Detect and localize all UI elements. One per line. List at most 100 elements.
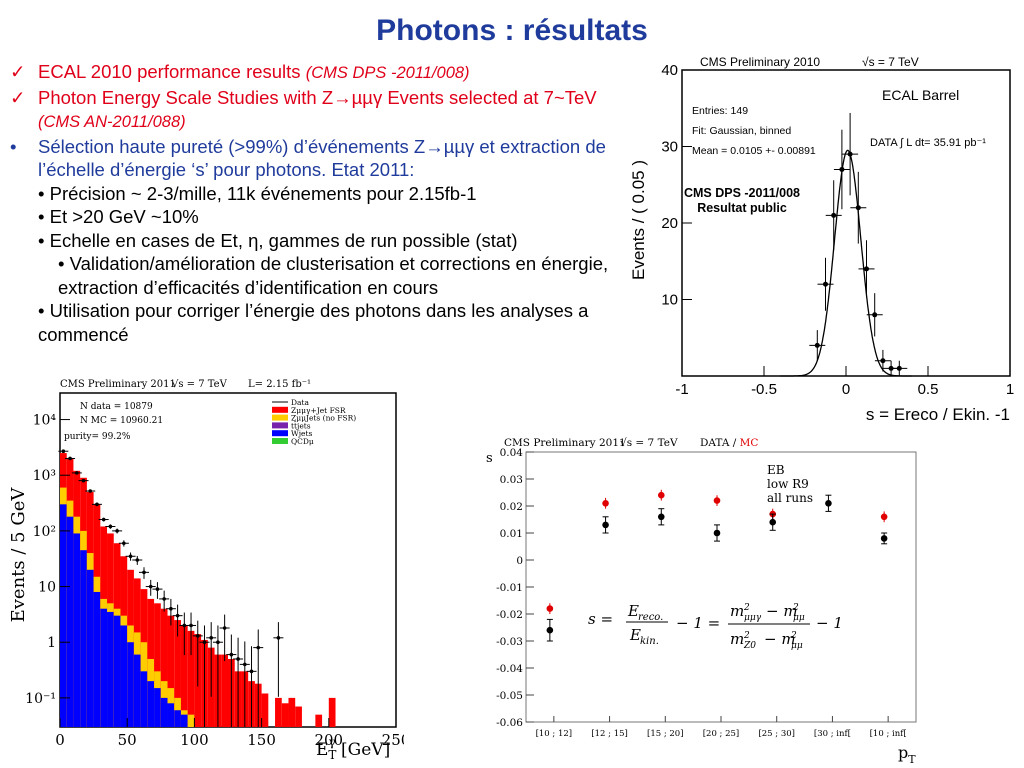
x-tick-label: [25 ; 30] bbox=[758, 729, 795, 739]
x-tick-label: 50 bbox=[118, 731, 137, 749]
mc-point bbox=[880, 513, 888, 521]
data-point bbox=[276, 636, 281, 640]
bullet-ecal: ✓ ECAL 2010 performance results (CMS DPS… bbox=[8, 60, 616, 86]
data-point bbox=[128, 554, 133, 559]
data-point bbox=[657, 513, 665, 521]
y-tick-label: 10⁻¹ bbox=[25, 691, 56, 707]
annot-line: all runs bbox=[767, 491, 813, 505]
data-point bbox=[825, 500, 832, 507]
y-tick-label: 10³ bbox=[33, 468, 56, 484]
x-tick-label: 0.5 bbox=[918, 381, 939, 398]
overlay-line: CMS DPS -2011/008 bbox=[683, 186, 801, 200]
y-tick-label: 0 bbox=[516, 555, 523, 567]
data-point bbox=[222, 626, 227, 630]
bullet-list: ✓ ECAL 2010 performance results (CMS DPS… bbox=[8, 60, 616, 346]
data-point bbox=[769, 518, 777, 526]
bar-fsr bbox=[187, 630, 195, 727]
bar-fsr bbox=[281, 703, 289, 727]
fit-curve bbox=[780, 149, 912, 377]
subbullet: • Echelle en cases de Et, η, gammes de r… bbox=[38, 229, 518, 251]
y-tick-label: 10² bbox=[33, 524, 56, 540]
bar-wjets bbox=[140, 671, 148, 727]
stat-line: Entries: 149 bbox=[692, 105, 748, 117]
mc-point bbox=[602, 500, 609, 507]
svg-text:− 1: − 1 bbox=[816, 614, 843, 632]
chart-tag: ECAL Barrel bbox=[882, 87, 959, 103]
data-point bbox=[61, 449, 66, 454]
bullet-text: Sélection haute pureté (>99%) d’événemen… bbox=[38, 135, 606, 181]
bullet-text: ECAL 2010 performance results bbox=[38, 61, 306, 82]
x-tick-label: 250 bbox=[382, 731, 404, 749]
y-tick-label: 0.02 bbox=[500, 501, 523, 513]
check-icon: ✓ bbox=[10, 86, 26, 108]
data-point bbox=[142, 570, 146, 575]
plot-frame bbox=[525, 451, 917, 723]
bar-wjets bbox=[113, 615, 121, 727]
svg-text:− m: − m bbox=[764, 630, 796, 648]
bullet-ref: (CMS DPS -2011/008) bbox=[305, 64, 470, 82]
stat-line: Fit: Gaussian, binned bbox=[692, 125, 791, 137]
axis-ticks: 0 50 100 150 200 250 10⁻¹ 1 10 10² 10³ 10⁴ bbox=[25, 413, 404, 749]
chart-energy: √s = 7 TeV bbox=[862, 55, 919, 69]
data-point bbox=[243, 662, 247, 667]
data-point bbox=[75, 471, 79, 475]
data-point bbox=[216, 640, 220, 645]
data-point bbox=[713, 529, 721, 537]
data-point bbox=[872, 312, 878, 318]
lumi-label: L= 2.15 fb⁻¹ bbox=[248, 379, 311, 390]
data-marks bbox=[780, 112, 912, 377]
bullet-selection: • Sélection haute pureté (>99%) d’événem… bbox=[8, 135, 616, 182]
svg-text:E: E bbox=[627, 602, 639, 620]
svg-text:− 1 =: − 1 = bbox=[676, 614, 720, 632]
mc-point bbox=[657, 491, 665, 499]
mc-point bbox=[713, 497, 721, 504]
data-point bbox=[249, 669, 254, 674]
y-tick-label: 0.01 bbox=[500, 528, 523, 540]
x-tick-label: [15 ; 20] bbox=[647, 729, 684, 739]
data-point bbox=[880, 535, 888, 542]
y-tick-label: -0.06 bbox=[496, 717, 523, 729]
bar-fsr bbox=[315, 714, 323, 727]
bar-wjets bbox=[154, 688, 161, 727]
data-mc-label: DATA / MC bbox=[700, 437, 758, 449]
data-point bbox=[864, 266, 869, 272]
legend-swatch bbox=[272, 406, 288, 413]
data-point bbox=[814, 342, 820, 348]
svg-text:m: m bbox=[730, 602, 744, 620]
x-tick-label: -0.5 bbox=[751, 381, 777, 398]
data-marks bbox=[546, 489, 888, 642]
svg-text:s =: s = bbox=[588, 610, 613, 628]
data-point bbox=[68, 456, 72, 461]
chart-header: CMS Preliminary 2010 bbox=[700, 55, 820, 69]
data-point bbox=[175, 613, 180, 618]
bar-fsr bbox=[288, 697, 296, 727]
public-result-label: CMS DPS -2011/008 Resultat public bbox=[672, 186, 812, 216]
data-point bbox=[236, 657, 240, 661]
y-tick-label: 40 bbox=[661, 62, 678, 79]
svg-text:2: 2 bbox=[792, 603, 799, 613]
data-point bbox=[831, 212, 837, 218]
y-tick-label: 20 bbox=[661, 215, 678, 232]
overlay-line: Resultat public bbox=[697, 201, 787, 215]
bar-wjets bbox=[80, 550, 87, 727]
data-point bbox=[896, 365, 902, 371]
x-tick-label: 150 bbox=[247, 731, 276, 749]
legend-swatch bbox=[272, 414, 288, 421]
bar-fsr bbox=[180, 625, 188, 727]
stat-line: N MC = 10960.21 bbox=[80, 416, 163, 426]
x-tick-label: [12 ; 15] bbox=[591, 729, 628, 739]
data-point bbox=[823, 281, 828, 287]
legend-label: Wjets bbox=[291, 429, 312, 438]
legend-swatch bbox=[272, 430, 288, 437]
ecal-chart: CMS Preliminary 2010 √s = 7 TeV ECAL Bar… bbox=[629, 55, 1014, 424]
y-tick-label: 10⁴ bbox=[33, 413, 57, 429]
data-point bbox=[115, 529, 119, 533]
y-tick-label: -0.04 bbox=[496, 663, 523, 675]
mc-point bbox=[546, 605, 554, 612]
x-tick-label: 0 bbox=[842, 381, 850, 398]
bar-fsr bbox=[221, 654, 228, 727]
bullet-text: Photon Energy Scale Studies with Z→µµγ E… bbox=[38, 86, 597, 108]
data-point bbox=[855, 205, 861, 211]
svg-text:2: 2 bbox=[743, 603, 750, 613]
